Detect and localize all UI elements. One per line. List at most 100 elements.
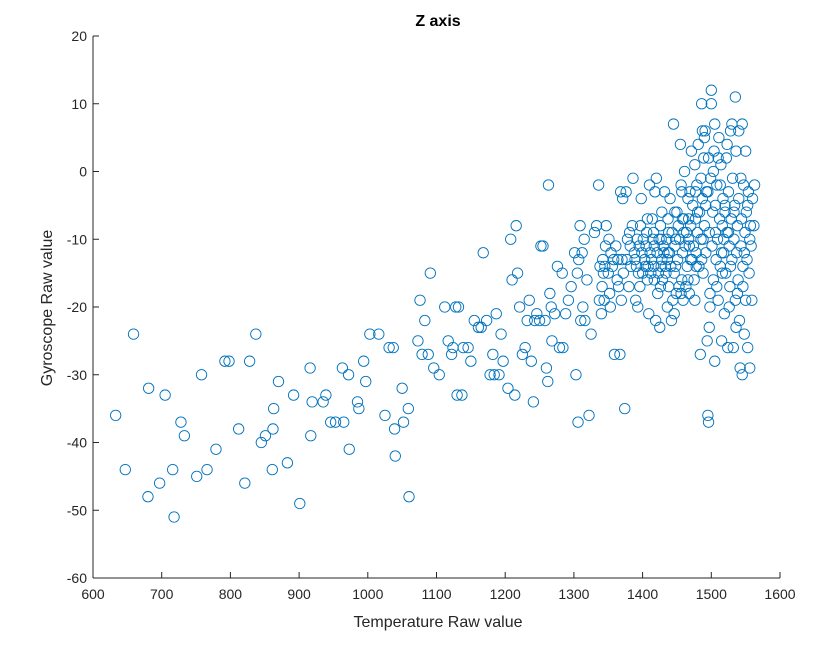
- data-point: [736, 118, 748, 130]
- data-point: [658, 186, 671, 198]
- data-point: [733, 192, 745, 205]
- data-point: [674, 138, 687, 151]
- data-point: [239, 477, 251, 489]
- data-point: [647, 233, 659, 245]
- data-point: [635, 192, 647, 205]
- data-point: [119, 463, 131, 476]
- data-point: [650, 172, 662, 184]
- data-point: [608, 348, 621, 361]
- data-point: [588, 226, 601, 239]
- data-point: [718, 233, 730, 245]
- data-point: [679, 240, 691, 252]
- data-point: [671, 206, 683, 218]
- data-point: [495, 328, 507, 340]
- data-point: [620, 186, 632, 198]
- data-point: [632, 267, 645, 279]
- data-point: [611, 274, 623, 286]
- x-axis-label: Temperature Raw value: [354, 614, 523, 631]
- data-point: [364, 328, 376, 340]
- data-point: [572, 416, 584, 428]
- x-tick-label: 1400: [627, 586, 658, 602]
- data-point: [645, 253, 658, 266]
- data-point: [402, 402, 414, 415]
- data-point: [656, 274, 669, 286]
- data-point: [626, 220, 638, 232]
- data-point: [730, 321, 742, 333]
- data-point: [742, 341, 754, 354]
- data-point: [599, 240, 612, 252]
- data-point: [731, 287, 744, 300]
- data-point: [472, 321, 485, 333]
- data-point: [648, 240, 660, 252]
- data-point: [568, 247, 581, 259]
- data-point: [667, 118, 680, 130]
- data-point: [565, 281, 577, 293]
- data-point: [592, 179, 605, 191]
- data-point: [673, 281, 685, 293]
- data-point: [175, 416, 187, 428]
- data-point: [641, 213, 654, 225]
- data-point: [637, 233, 649, 245]
- data-point: [643, 308, 655, 320]
- data-point: [583, 409, 595, 422]
- data-point: [650, 314, 662, 327]
- data-point: [387, 341, 399, 354]
- data-point: [702, 152, 715, 164]
- data-point: [598, 294, 610, 306]
- data-point: [740, 294, 752, 306]
- data-point: [481, 314, 493, 327]
- data-point: [654, 321, 666, 333]
- y-axis-label: Gyroscope Raw value: [39, 230, 56, 387]
- data-point: [614, 348, 626, 361]
- data-point: [595, 308, 608, 320]
- data-point: [675, 179, 687, 191]
- data-point: [531, 308, 543, 320]
- data-point: [710, 253, 722, 266]
- data-point: [457, 341, 469, 354]
- data-point: [704, 301, 716, 313]
- data-point: [682, 213, 695, 225]
- data-point: [306, 396, 318, 408]
- data-point: [690, 260, 702, 272]
- data-point: [617, 267, 630, 279]
- data-point: [715, 159, 727, 171]
- data-point: [621, 253, 633, 266]
- data-point: [692, 138, 704, 151]
- data-point: [630, 260, 643, 272]
- data-point: [553, 341, 566, 354]
- data-point: [693, 260, 705, 272]
- data-point: [680, 226, 693, 239]
- data-point: [603, 287, 616, 300]
- data-point: [707, 274, 720, 286]
- data-point: [268, 402, 280, 415]
- data-point: [272, 375, 285, 388]
- data-point: [610, 240, 622, 252]
- data-point: [343, 443, 355, 455]
- x-tick-label: 600: [81, 586, 105, 602]
- data-point: [732, 274, 744, 286]
- x-tick-label: 1100: [421, 586, 451, 602]
- data-point: [634, 220, 647, 232]
- data-point: [740, 206, 752, 218]
- data-point: [743, 267, 755, 279]
- data-point: [730, 145, 742, 157]
- data-point: [373, 328, 385, 340]
- data-point: [742, 199, 754, 212]
- data-point: [414, 294, 426, 306]
- data-point: [636, 247, 648, 259]
- data-point: [713, 213, 726, 225]
- data-point: [652, 267, 665, 279]
- y-tick-label: -20: [67, 299, 87, 315]
- data-point: [546, 335, 558, 347]
- data-point: [696, 192, 709, 205]
- data-point: [654, 220, 667, 232]
- data-point: [627, 172, 639, 184]
- data-point: [745, 240, 757, 252]
- data-point: [201, 463, 213, 476]
- data-point: [671, 253, 684, 266]
- data-point: [439, 301, 451, 313]
- data-point: [725, 213, 737, 225]
- data-point: [294, 497, 306, 510]
- data-point: [678, 165, 691, 178]
